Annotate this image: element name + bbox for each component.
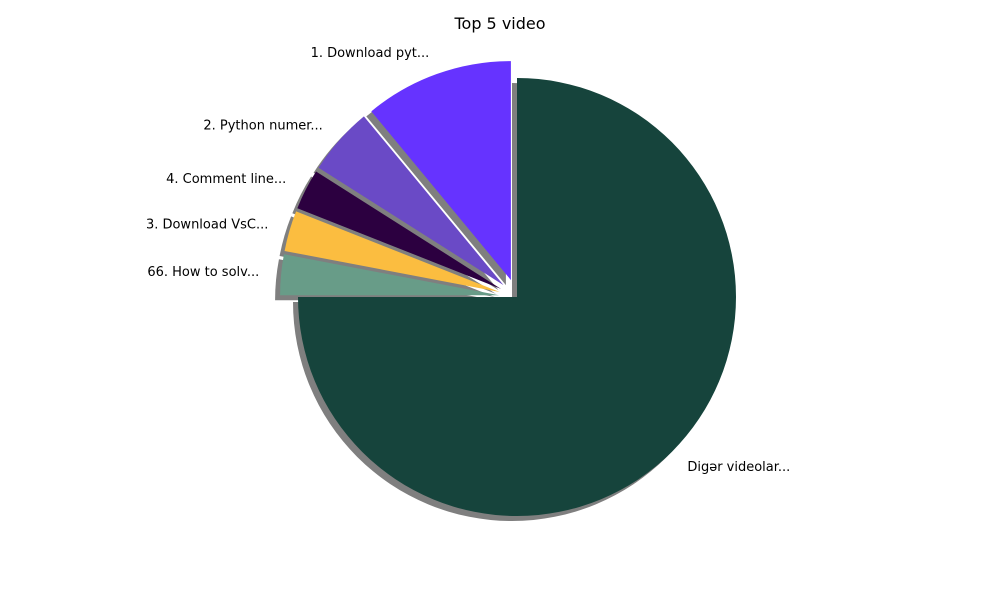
slice-label-66-how-to-solv: 66. How to solv... [147,265,259,280]
pie-slice-4-comment-line [297,171,501,289]
pie-slices [280,61,736,516]
slice-label-dig-r-videolar: Digər videolar... [687,460,790,475]
slice-label-1-download-pyt: 1. Download pyt... [311,46,430,61]
slice-label-3-download-vsc: 3. Download VsC... [146,217,268,232]
slice-label-4-comment-line: 4. Comment line... [166,172,286,187]
pie-slice-66-how-to-solv [280,254,500,296]
slice-label-2-python-numer: 2. Python numer... [203,118,322,133]
chart-title: Top 5 video [453,14,545,33]
slice-labels: Digər videolar... 1. Download pyt... 2. Py… [146,46,790,475]
pie-slice-2-python-numer [318,116,504,286]
pie-slice-3-download-vsc [284,211,500,292]
pie-slice-dig-r-videolar [298,78,736,516]
pie-slice-1-download-pyt [371,61,511,281]
